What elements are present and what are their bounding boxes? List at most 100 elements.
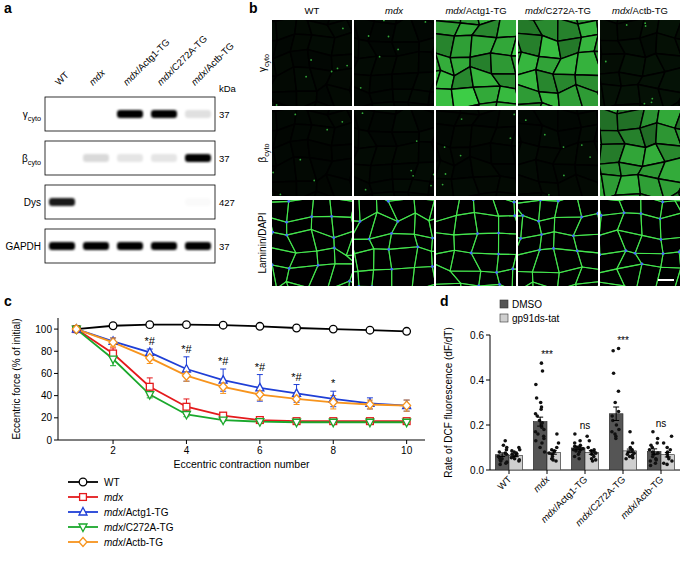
marker [256,390,264,399]
error-bar [330,391,336,407]
fiber [615,85,640,106]
speck [460,155,462,157]
fiber [350,157,352,183]
data-point [510,456,514,460]
fiber-outline [351,215,352,230]
text-part: mdx [525,5,544,16]
fiber-outline [499,233,517,254]
data-point [654,461,658,465]
fiber-outline [429,281,434,286]
text-part: 60 [41,368,53,379]
band [117,242,143,250]
error-bar [257,375,263,402]
marker [403,401,411,410]
error-cap [257,401,263,402]
marker [146,383,153,390]
text-part: 0.4 [470,375,484,386]
fiber-outline [311,229,334,251]
fiber-outline [474,213,498,234]
text-part: Rate of DCF fluorescence (dF/dT) [443,327,454,478]
text-part: /Actb-TG [631,474,666,509]
fiber-outline [358,270,374,286]
text-part: WT [495,474,513,492]
annotation: *** [617,335,629,346]
legend-label: DMSO [512,299,542,310]
data-point [498,463,502,467]
fiber-outline [392,268,415,287]
speck [412,175,414,177]
fiber-outline [317,248,335,265]
text-part: mdx [104,537,124,548]
nucleus [390,268,393,271]
marker [182,371,190,380]
x-tick-label: 8 [330,445,336,456]
fiber [494,102,516,106]
error-cap [589,450,595,451]
annotation: *# [218,355,229,367]
fiber [539,126,561,149]
micrograph [600,110,680,196]
legend-marker [80,494,87,501]
speck [313,180,315,182]
series-line [76,329,406,406]
row-label: γcyto [23,109,41,123]
nucleus [317,264,320,267]
kda-label: 37 [219,109,230,120]
data-point [612,371,616,375]
error-stem [553,451,554,455]
fiber-outline [355,249,374,272]
micrograph [354,200,434,286]
marker [219,321,227,329]
marker [366,400,374,409]
x-tick [585,470,586,474]
data-point [538,419,542,423]
band [117,110,143,118]
fiber-outline [346,230,352,256]
data-point [586,446,590,450]
fiber [454,194,479,196]
row-label: γcyto [257,54,271,72]
nucleus [472,200,475,201]
lane-label: mdx/Actb-TG [189,40,236,87]
fiber [354,194,373,196]
error-cap [294,384,300,385]
nucleus [540,233,543,236]
text-part: 6 [257,445,263,456]
data-point [517,459,521,463]
marker [73,325,81,333]
text-part: *# [255,361,266,373]
fiber [679,102,680,106]
text-part: 80 [41,346,53,357]
speck [563,146,565,148]
fiber-outline [471,284,499,286]
band [185,242,211,250]
text-part: *# [181,343,192,355]
fiber [594,141,598,165]
speck [280,194,282,196]
fiber-outline [327,281,349,286]
fiber-outline [436,215,456,235]
fiber-outline [573,234,598,253]
y-tick-label: 60 [41,368,53,379]
x-tick-label: 2 [110,445,116,456]
fiber [576,175,598,196]
nucleus [310,215,313,218]
fiber-outline [286,282,312,286]
nucleus [387,248,390,251]
data-point [615,423,619,427]
text-part: /C272A-TG [543,5,591,16]
speck [626,24,628,26]
fiber-outline [675,200,680,220]
fiber-outline [492,200,515,216]
nucleus [371,285,374,286]
fiber-outline [311,216,334,237]
fiber-outline [575,282,598,286]
fiber [272,157,297,182]
fiber [637,104,665,106]
x-tick-label: mdx/Actb-TG [618,474,665,521]
fiber [354,104,373,106]
fiber [615,194,640,196]
nucleus [552,247,555,250]
marker [146,321,154,329]
blot-frame [45,97,215,131]
